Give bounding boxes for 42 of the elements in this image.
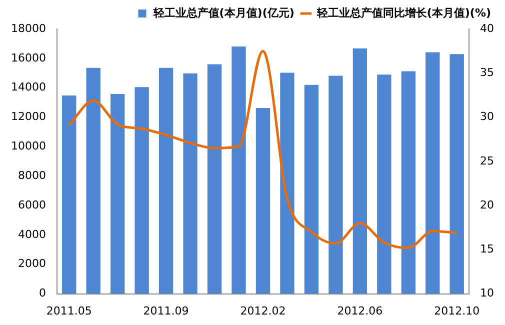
bar — [232, 46, 246, 294]
x-tick-label: 2011.09 — [143, 304, 189, 318]
y2-tick-label: 20 — [480, 198, 494, 212]
bar — [86, 68, 100, 294]
y-tick-label: 4000 — [18, 228, 46, 241]
bar — [280, 72, 294, 294]
y2-tick-label: 30 — [480, 110, 494, 124]
bar — [401, 71, 416, 294]
line-series — [68, 50, 458, 250]
x-tick-label: 2012.02 — [240, 304, 286, 318]
y-tick-label: 12000 — [10, 110, 46, 124]
y-tick-label: 14000 — [10, 80, 46, 94]
y-tick-label: 18000 — [10, 22, 46, 35]
y2-tick-label: 10 — [480, 286, 494, 300]
y-tick-label: 6000 — [18, 198, 46, 212]
legend-label: 轻工业总产值(本月值)(亿元) — [152, 6, 294, 20]
x-tick-label: 2011.05 — [46, 304, 92, 318]
bar — [304, 84, 319, 294]
y2-tick-label: 35 — [480, 66, 494, 79]
bar — [450, 54, 464, 294]
bar — [256, 108, 270, 294]
bar — [328, 76, 343, 294]
bar — [377, 74, 392, 294]
bar — [352, 48, 368, 294]
bar — [158, 68, 174, 294]
y-tick-label: 2000 — [18, 257, 46, 270]
y-tick-label: 16000 — [10, 51, 46, 64]
y2-tick-label: 25 — [480, 154, 494, 168]
bar — [110, 94, 125, 294]
y-tick-label: 10000 — [10, 140, 46, 153]
bar — [207, 64, 222, 294]
x-tick-label: 2012.06 — [337, 304, 383, 318]
legend-label: 轻工业总产值同比增长(本月值)(%) — [316, 6, 492, 20]
bar — [426, 52, 440, 294]
y2-tick-label: 40 — [480, 22, 494, 35]
bar — [183, 73, 198, 294]
bar — [62, 95, 76, 294]
y2-tick-label: 15 — [480, 242, 494, 256]
bar — [134, 87, 149, 294]
y-tick-label: 8000 — [18, 168, 46, 182]
y-tick-label: 0 — [38, 286, 46, 300]
x-tick-label: 2012.10 — [434, 304, 480, 318]
